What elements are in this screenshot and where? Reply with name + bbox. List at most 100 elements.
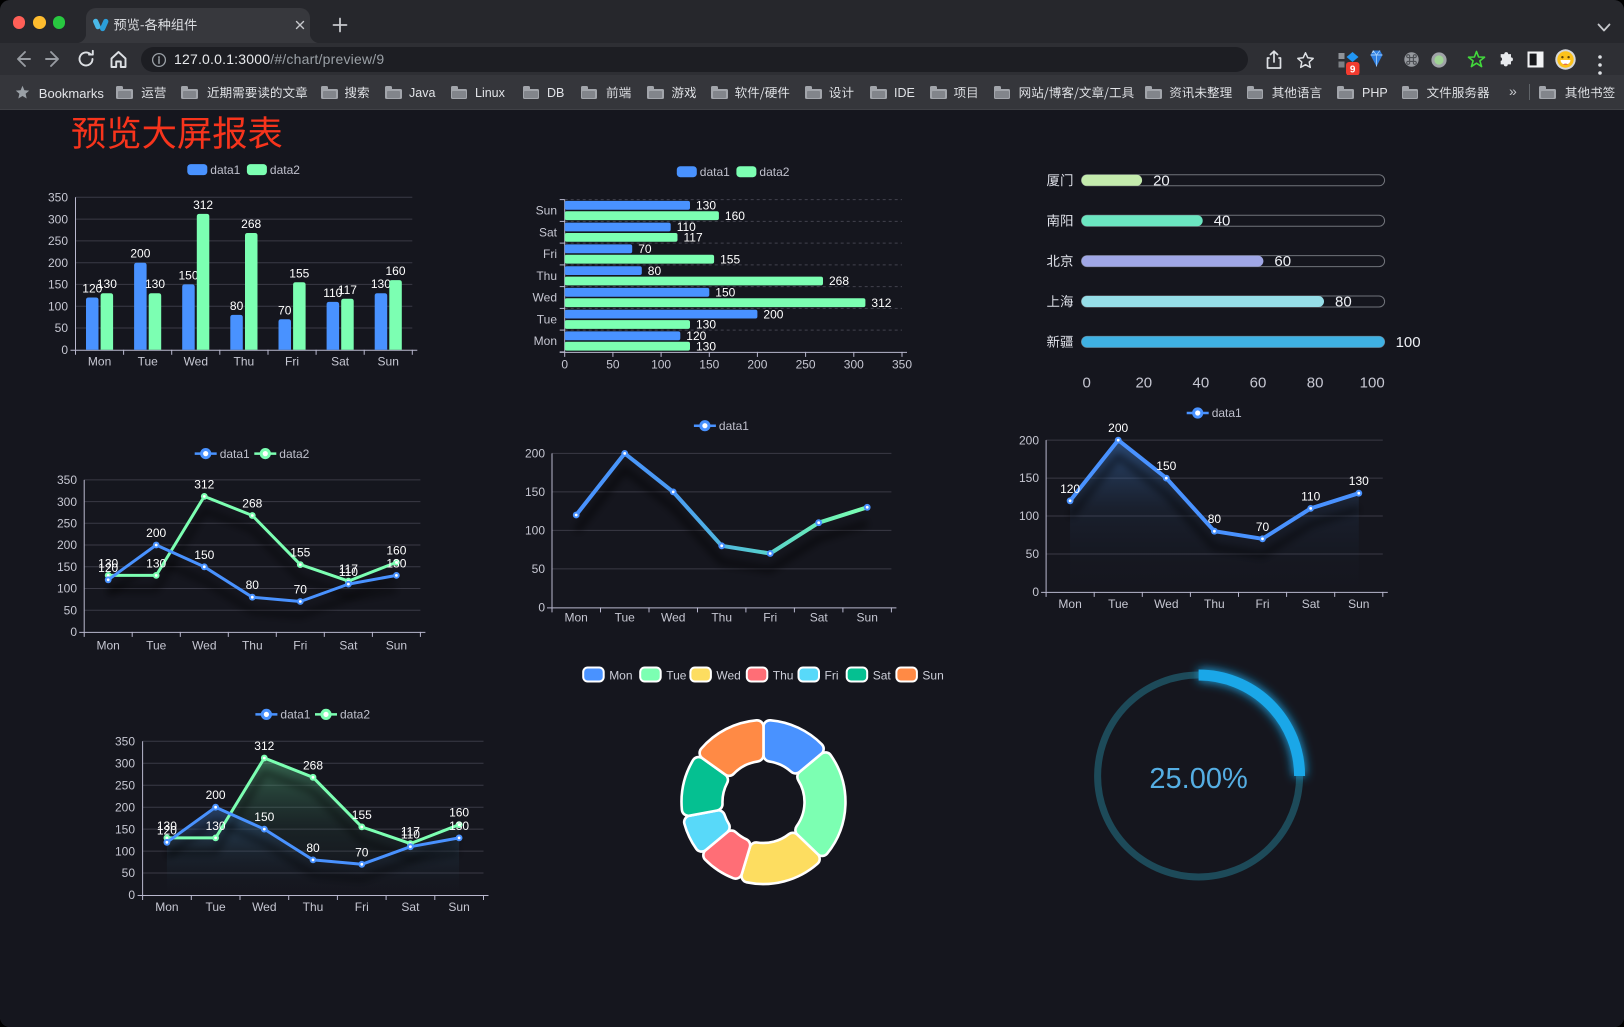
svg-text:data1: data1	[700, 165, 730, 179]
svg-text:150: 150	[715, 286, 735, 300]
svg-text:300: 300	[48, 212, 68, 226]
svg-text:130: 130	[386, 556, 406, 570]
svg-text:150: 150	[178, 268, 198, 282]
svg-text:155: 155	[289, 266, 309, 280]
svg-text:100: 100	[57, 582, 77, 596]
svg-text:Mon: Mon	[565, 611, 588, 625]
svg-text:50: 50	[55, 321, 69, 335]
svg-text:80: 80	[1208, 512, 1222, 526]
svg-text:117: 117	[338, 283, 357, 297]
svg-text:40: 40	[1214, 213, 1231, 230]
svg-text:Mon: Mon	[1058, 597, 1081, 611]
svg-text:25.00%: 25.00%	[1149, 763, 1247, 795]
svg-text:300: 300	[115, 757, 135, 771]
svg-text:Sat: Sat	[873, 669, 892, 683]
svg-text:150: 150	[1019, 471, 1039, 485]
svg-text:60: 60	[1250, 375, 1267, 392]
svg-text:Thu: Thu	[303, 900, 324, 914]
svg-text:350: 350	[892, 358, 912, 372]
svg-text:50: 50	[64, 603, 78, 617]
svg-text:160: 160	[385, 264, 405, 278]
svg-text:150: 150	[699, 358, 719, 372]
svg-text:350: 350	[115, 735, 135, 749]
svg-text:Tue: Tue	[1108, 597, 1129, 611]
svg-text:312: 312	[871, 296, 891, 310]
svg-text:Sun: Sun	[536, 204, 557, 218]
svg-text:Thu: Thu	[711, 611, 732, 625]
svg-text:130: 130	[696, 339, 716, 353]
svg-text:80: 80	[230, 299, 244, 313]
svg-text:150: 150	[115, 822, 135, 836]
svg-text:120: 120	[686, 329, 706, 343]
svg-text:130: 130	[97, 277, 117, 291]
svg-text:200: 200	[115, 800, 135, 814]
svg-text:0: 0	[1083, 375, 1091, 392]
svg-text:Sun: Sun	[378, 355, 399, 369]
svg-text:Sat: Sat	[1302, 597, 1321, 611]
svg-text:Wed: Wed	[533, 291, 557, 305]
svg-text:Wed: Wed	[192, 639, 216, 653]
svg-text:Tue: Tue	[537, 313, 558, 327]
svg-text:data1: data1	[280, 708, 310, 722]
svg-text:110: 110	[677, 220, 696, 234]
svg-text:130: 130	[157, 819, 177, 833]
svg-text:120: 120	[1060, 482, 1080, 496]
svg-text:130: 130	[1349, 474, 1369, 488]
svg-text:40: 40	[1193, 375, 1210, 392]
svg-text:Fri: Fri	[763, 611, 777, 625]
svg-text:0: 0	[128, 888, 135, 902]
svg-text:Wed: Wed	[184, 355, 208, 369]
svg-text:150: 150	[1156, 459, 1176, 473]
svg-text:50: 50	[1026, 547, 1040, 561]
svg-text:200: 200	[747, 358, 767, 372]
svg-text:50: 50	[606, 358, 620, 372]
svg-text:Thu: Thu	[1204, 597, 1225, 611]
svg-text:200: 200	[525, 447, 545, 461]
svg-text:120: 120	[157, 823, 177, 837]
svg-text:155: 155	[290, 546, 310, 560]
svg-text:200: 200	[1108, 421, 1128, 435]
svg-text:200: 200	[1019, 433, 1039, 447]
svg-text:Sun: Sun	[857, 611, 878, 625]
svg-text:300: 300	[844, 358, 864, 372]
svg-text:Wed: Wed	[661, 611, 685, 625]
svg-text:Tue: Tue	[615, 611, 636, 625]
svg-text:Mon: Mon	[88, 355, 111, 369]
svg-text:268: 268	[242, 497, 262, 511]
svg-text:50: 50	[122, 866, 136, 880]
svg-text:250: 250	[57, 517, 77, 531]
svg-text:Fri: Fri	[293, 639, 307, 653]
svg-text:150: 150	[194, 548, 214, 562]
svg-text:Fri: Fri	[1256, 597, 1270, 611]
svg-text:20: 20	[1135, 375, 1152, 392]
svg-text:Sat: Sat	[810, 611, 829, 625]
svg-text:160: 160	[725, 209, 745, 223]
svg-text:160: 160	[449, 806, 469, 820]
svg-text:130: 130	[145, 277, 165, 291]
svg-text:350: 350	[48, 191, 68, 205]
svg-text:Mon: Mon	[534, 334, 557, 348]
svg-text:150: 150	[525, 485, 545, 499]
svg-text:Tue: Tue	[146, 639, 167, 653]
svg-text:Sat: Sat	[331, 355, 350, 369]
svg-text:Sat: Sat	[401, 900, 420, 914]
svg-text:312: 312	[254, 739, 274, 753]
svg-text:130: 130	[449, 819, 469, 833]
svg-text:70: 70	[355, 845, 369, 859]
svg-text:268: 268	[303, 758, 323, 772]
svg-text:Mon: Mon	[97, 639, 120, 653]
svg-text:Thu: Thu	[536, 269, 557, 283]
svg-text:110: 110	[1301, 489, 1320, 503]
svg-text:80: 80	[1335, 294, 1352, 311]
svg-text:312: 312	[194, 477, 214, 491]
svg-text:155: 155	[720, 252, 740, 266]
svg-text:80: 80	[306, 841, 320, 855]
svg-text:Tue: Tue	[138, 355, 159, 369]
svg-text:100: 100	[1360, 375, 1385, 392]
svg-text:110: 110	[401, 828, 420, 842]
svg-text:80: 80	[1307, 375, 1324, 392]
svg-text:50: 50	[532, 562, 546, 576]
svg-text:data1: data1	[210, 163, 240, 177]
svg-text:0: 0	[61, 343, 68, 357]
svg-text:150: 150	[57, 560, 77, 574]
